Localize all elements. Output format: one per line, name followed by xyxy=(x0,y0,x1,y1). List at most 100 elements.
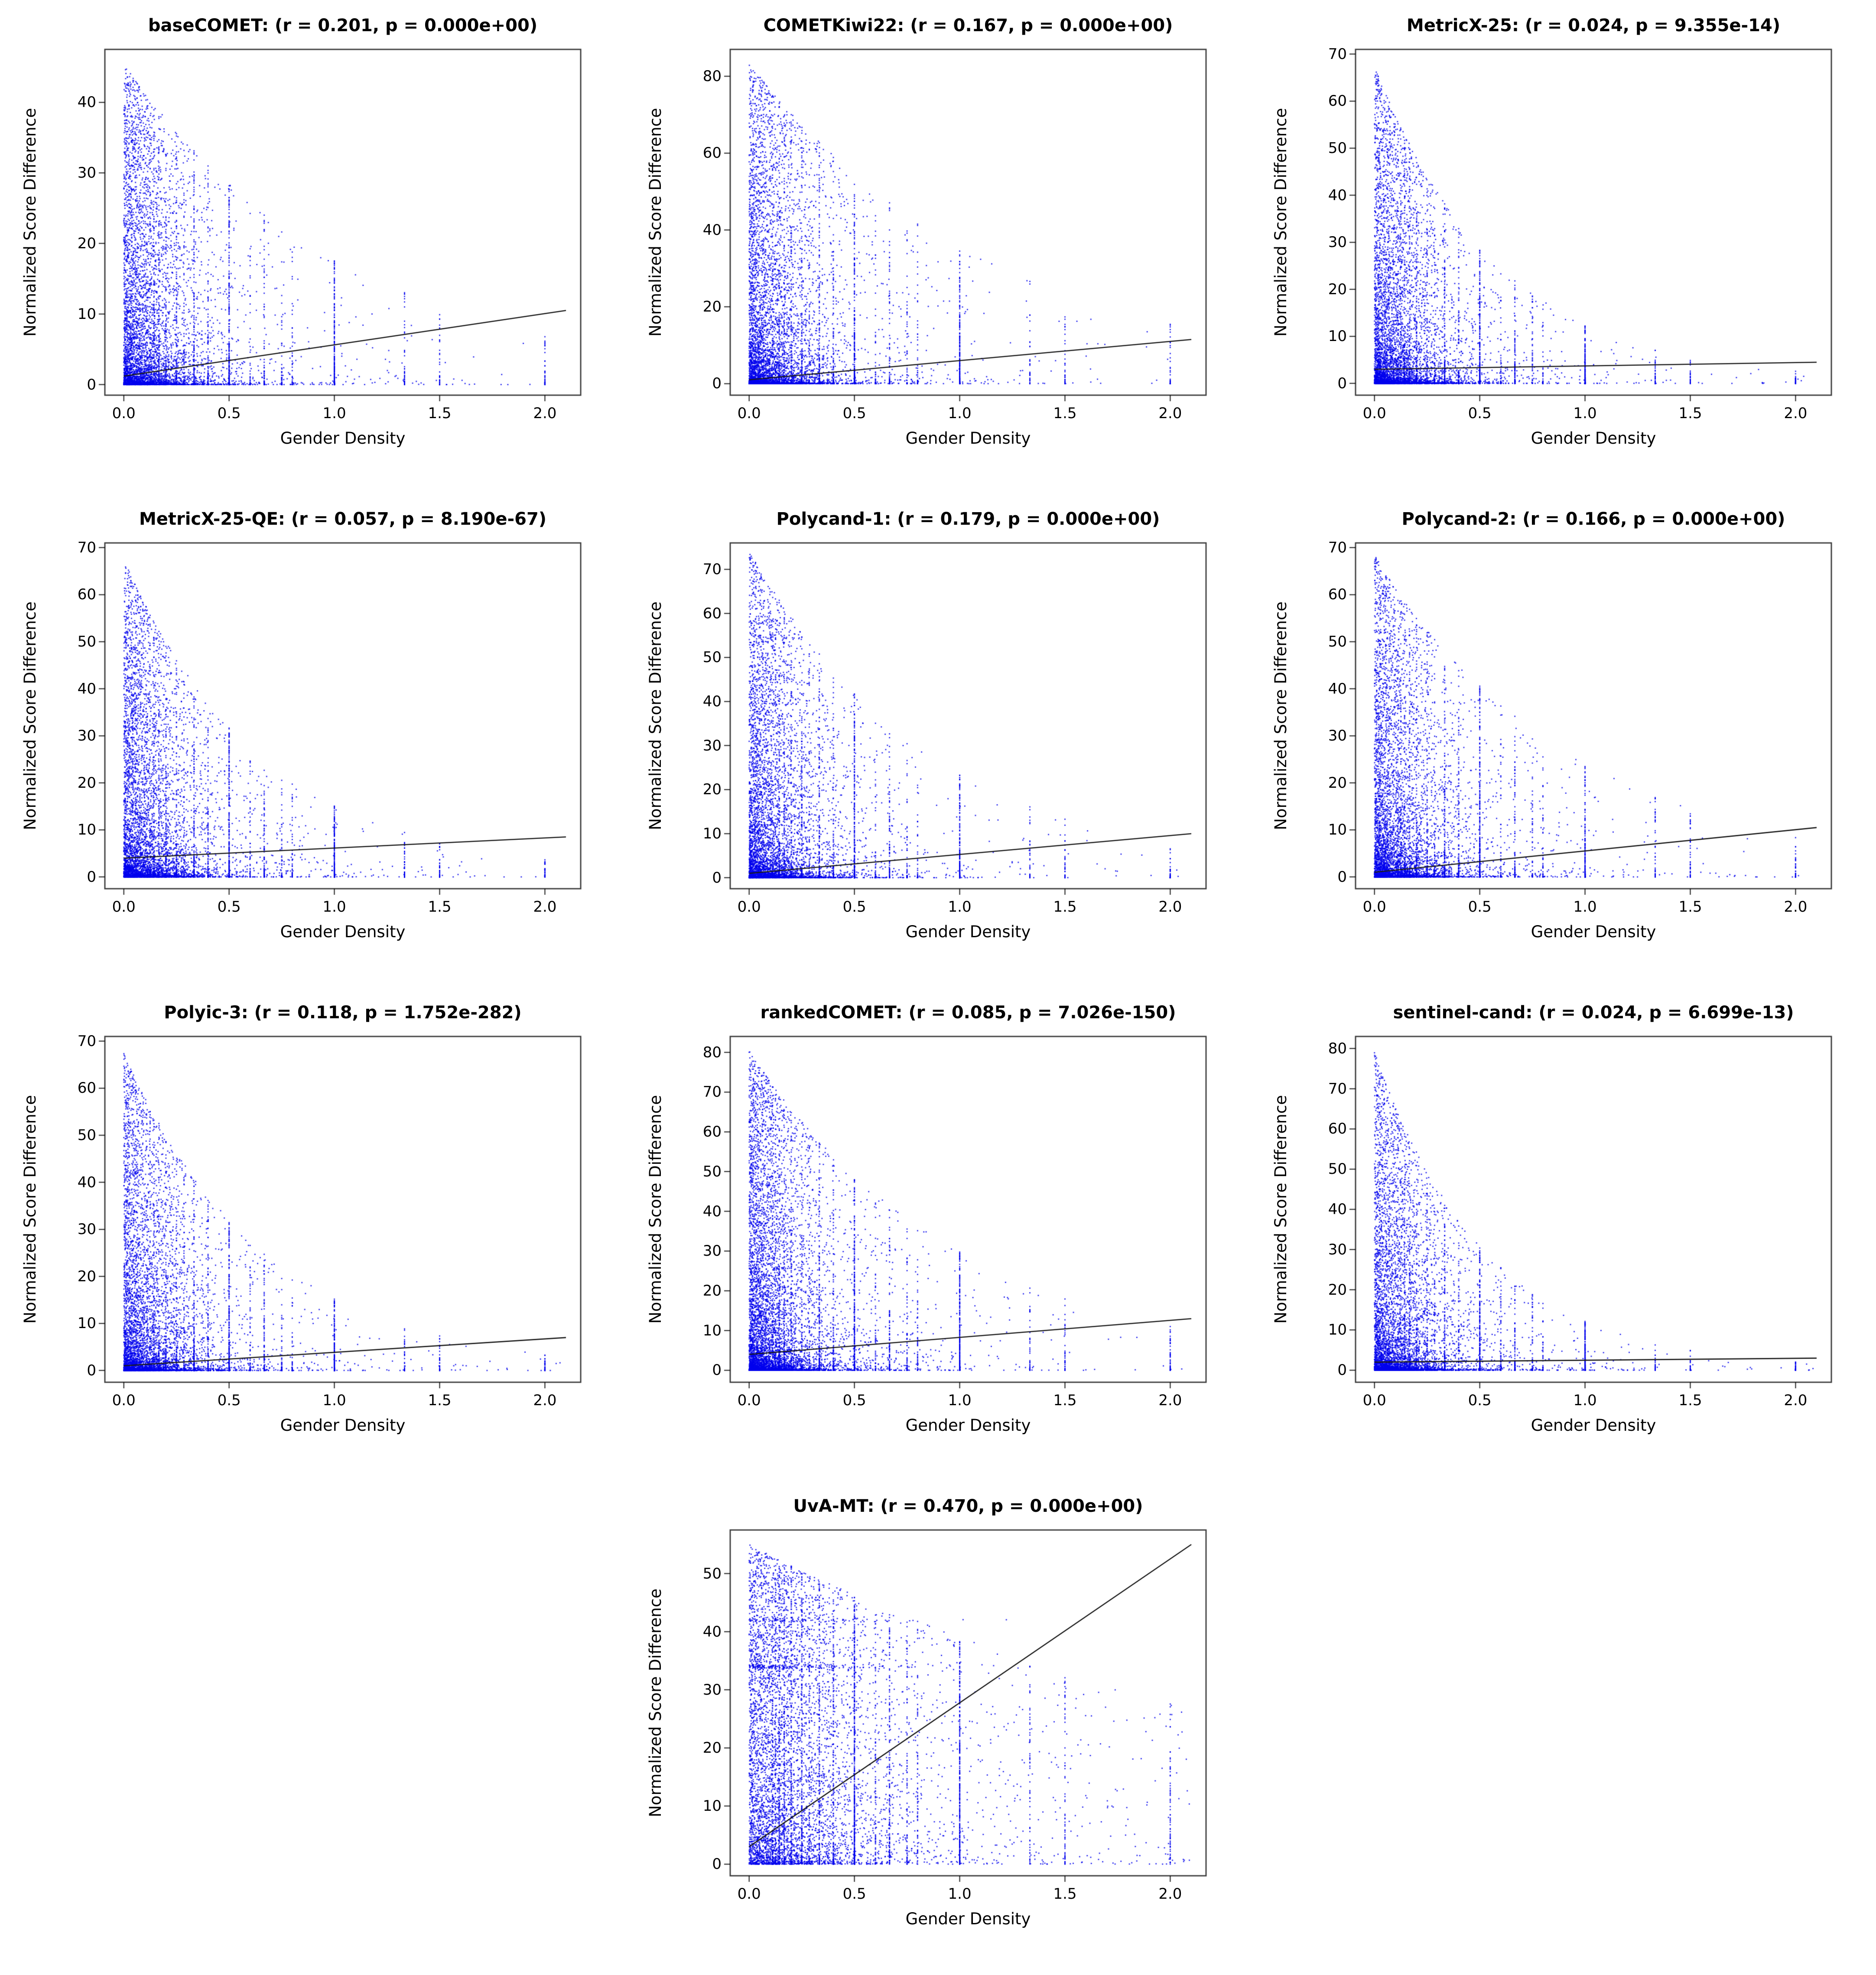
x-axis-label: Gender Density xyxy=(280,429,406,448)
scatter-canvas xyxy=(0,494,625,988)
x-tick-label: 0.0 xyxy=(737,405,761,422)
chart-title: Polycand-1: (r = 0.179, p = 0.000e+00) xyxy=(776,509,1160,529)
y-tick-label: 40 xyxy=(702,1623,722,1640)
x-tick-label: 0.0 xyxy=(112,405,136,422)
y-tick-label: 70 xyxy=(77,539,96,556)
y-axis-label: Normalized Score Difference xyxy=(1271,1095,1290,1324)
scatter-canvas xyxy=(1251,988,1876,1481)
y-tick-label: 40 xyxy=(1328,680,1347,698)
y-tick-label: 60 xyxy=(77,1079,96,1097)
y-tick-label: 10 xyxy=(77,305,96,323)
y-tick-label: 0 xyxy=(87,868,96,886)
y-tick-label: 40 xyxy=(702,1202,722,1220)
x-tick-label: 1.0 xyxy=(1573,898,1597,916)
y-tick-label: 70 xyxy=(1328,1080,1347,1098)
x-tick-label: 2.0 xyxy=(1784,405,1808,422)
y-tick-label: 30 xyxy=(77,727,96,745)
y-tick-label: 60 xyxy=(702,604,722,622)
y-tick-label: 0 xyxy=(1337,1361,1347,1379)
y-tick-label: 20 xyxy=(1328,1281,1347,1299)
x-tick-label: 0.0 xyxy=(737,898,761,916)
y-tick-label: 50 xyxy=(77,633,96,650)
y-tick-label: 50 xyxy=(1328,633,1347,650)
x-axis-label: Gender Density xyxy=(1531,1416,1656,1435)
y-tick-label: 30 xyxy=(77,164,96,182)
x-tick-label: 1.5 xyxy=(1678,1392,1702,1409)
scatter-canvas xyxy=(0,1,625,494)
y-tick-label: 0 xyxy=(712,375,722,393)
y-tick-label: 30 xyxy=(1328,1241,1347,1258)
x-tick-label: 1.0 xyxy=(322,898,346,916)
x-tick-label: 2.0 xyxy=(1158,1885,1182,1903)
x-tick-label: 2.0 xyxy=(533,1392,557,1409)
y-tick-label: 60 xyxy=(702,144,722,162)
y-tick-label: 0 xyxy=(87,1361,96,1379)
x-tick-label: 1.5 xyxy=(1053,405,1077,422)
x-tick-label: 0.0 xyxy=(737,1392,761,1409)
scatter-canvas xyxy=(0,988,625,1481)
x-tick-label: 1.0 xyxy=(948,1392,972,1409)
x-tick-label: 0.0 xyxy=(1362,898,1386,916)
y-tick-label: 0 xyxy=(712,1361,722,1379)
y-tick-label: 30 xyxy=(702,737,722,754)
subplot-MetricX-25-QE: MetricX-25-QE: (r = 0.057, p = 8.190e-67… xyxy=(0,494,625,988)
y-tick-label: 70 xyxy=(1328,45,1347,63)
y-tick-label: 70 xyxy=(702,560,722,578)
x-tick-label: 1.5 xyxy=(1053,898,1077,916)
y-tick-label: 0 xyxy=(1337,374,1347,392)
y-tick-label: 60 xyxy=(77,586,96,604)
y-tick-label: 20 xyxy=(702,298,722,316)
subplot-rankedCOMET: rankedCOMET: (r = 0.085, p = 7.026e-150)… xyxy=(625,988,1251,1481)
chart-title: MetricX-25: (r = 0.024, p = 9.355e-14) xyxy=(1406,16,1781,36)
y-tick-label: 70 xyxy=(1328,539,1347,556)
y-tick-label: 20 xyxy=(1328,280,1347,298)
x-tick-label: 2.0 xyxy=(533,405,557,422)
x-tick-label: 0.5 xyxy=(1468,1392,1492,1409)
y-tick-label: 0 xyxy=(712,1855,722,1873)
y-tick-label: 10 xyxy=(77,1315,96,1332)
y-tick-label: 70 xyxy=(77,1032,96,1050)
x-tick-label: 1.0 xyxy=(1573,405,1597,422)
chart-title: sentinel-cand: (r = 0.024, p = 6.699e-13… xyxy=(1393,1003,1794,1023)
subplot-COMETKiwi22: COMETKiwi22: (r = 0.167, p = 0.000e+00) … xyxy=(625,1,1251,494)
y-tick-label: 50 xyxy=(702,649,722,666)
scatter-canvas xyxy=(625,1,1251,494)
x-tick-label: 0.5 xyxy=(842,1885,866,1903)
subplot-Polyic-3: Polyic-3: (r = 0.118, p = 1.752e-282) No… xyxy=(0,988,625,1481)
figure-row-3: Polyic-3: (r = 0.118, p = 1.752e-282) No… xyxy=(0,988,1876,1481)
y-tick-label: 20 xyxy=(77,774,96,792)
chart-title: Polyic-3: (r = 0.118, p = 1.752e-282) xyxy=(164,1003,522,1023)
y-tick-label: 40 xyxy=(1328,1201,1347,1218)
x-tick-label: 0.5 xyxy=(1468,898,1492,916)
y-tick-label: 30 xyxy=(702,1242,722,1260)
x-axis-label: Gender Density xyxy=(280,923,406,941)
x-tick-label: 0.0 xyxy=(1362,1392,1386,1409)
y-tick-label: 40 xyxy=(702,692,722,710)
y-tick-label: 0 xyxy=(712,869,722,887)
subplot-Polycand-1: Polycand-1: (r = 0.179, p = 0.000e+00) N… xyxy=(625,494,1251,988)
chart-title: baseCOMET: (r = 0.201, p = 0.000e+00) xyxy=(148,16,538,36)
y-tick-label: 50 xyxy=(77,1127,96,1144)
chart-title: UvA-MT: (r = 0.470, p = 0.000e+00) xyxy=(793,1496,1143,1516)
x-tick-label: 0.5 xyxy=(842,1392,866,1409)
y-tick-label: 40 xyxy=(702,221,722,239)
x-tick-label: 2.0 xyxy=(1784,1392,1808,1409)
y-tick-label: 0 xyxy=(1337,868,1347,886)
y-tick-label: 10 xyxy=(1328,1321,1347,1339)
y-tick-label: 20 xyxy=(77,1267,96,1285)
scatter-canvas xyxy=(625,1481,1251,1975)
x-tick-label: 1.0 xyxy=(322,405,346,422)
y-tick-label: 50 xyxy=(1328,140,1347,157)
scatter-canvas xyxy=(1251,1,1876,494)
x-tick-label: 0.5 xyxy=(217,1392,241,1409)
y-tick-label: 10 xyxy=(702,1797,722,1815)
x-tick-label: 1.5 xyxy=(428,898,452,916)
y-tick-label: 50 xyxy=(702,1565,722,1582)
y-tick-label: 20 xyxy=(702,1739,722,1757)
x-tick-label: 1.5 xyxy=(1053,1885,1077,1903)
x-tick-label: 1.5 xyxy=(428,405,452,422)
y-tick-label: 0 xyxy=(87,376,96,393)
subplot-baseCOMET: baseCOMET: (r = 0.201, p = 0.000e+00) No… xyxy=(0,1,625,494)
y-tick-label: 40 xyxy=(77,1173,96,1191)
